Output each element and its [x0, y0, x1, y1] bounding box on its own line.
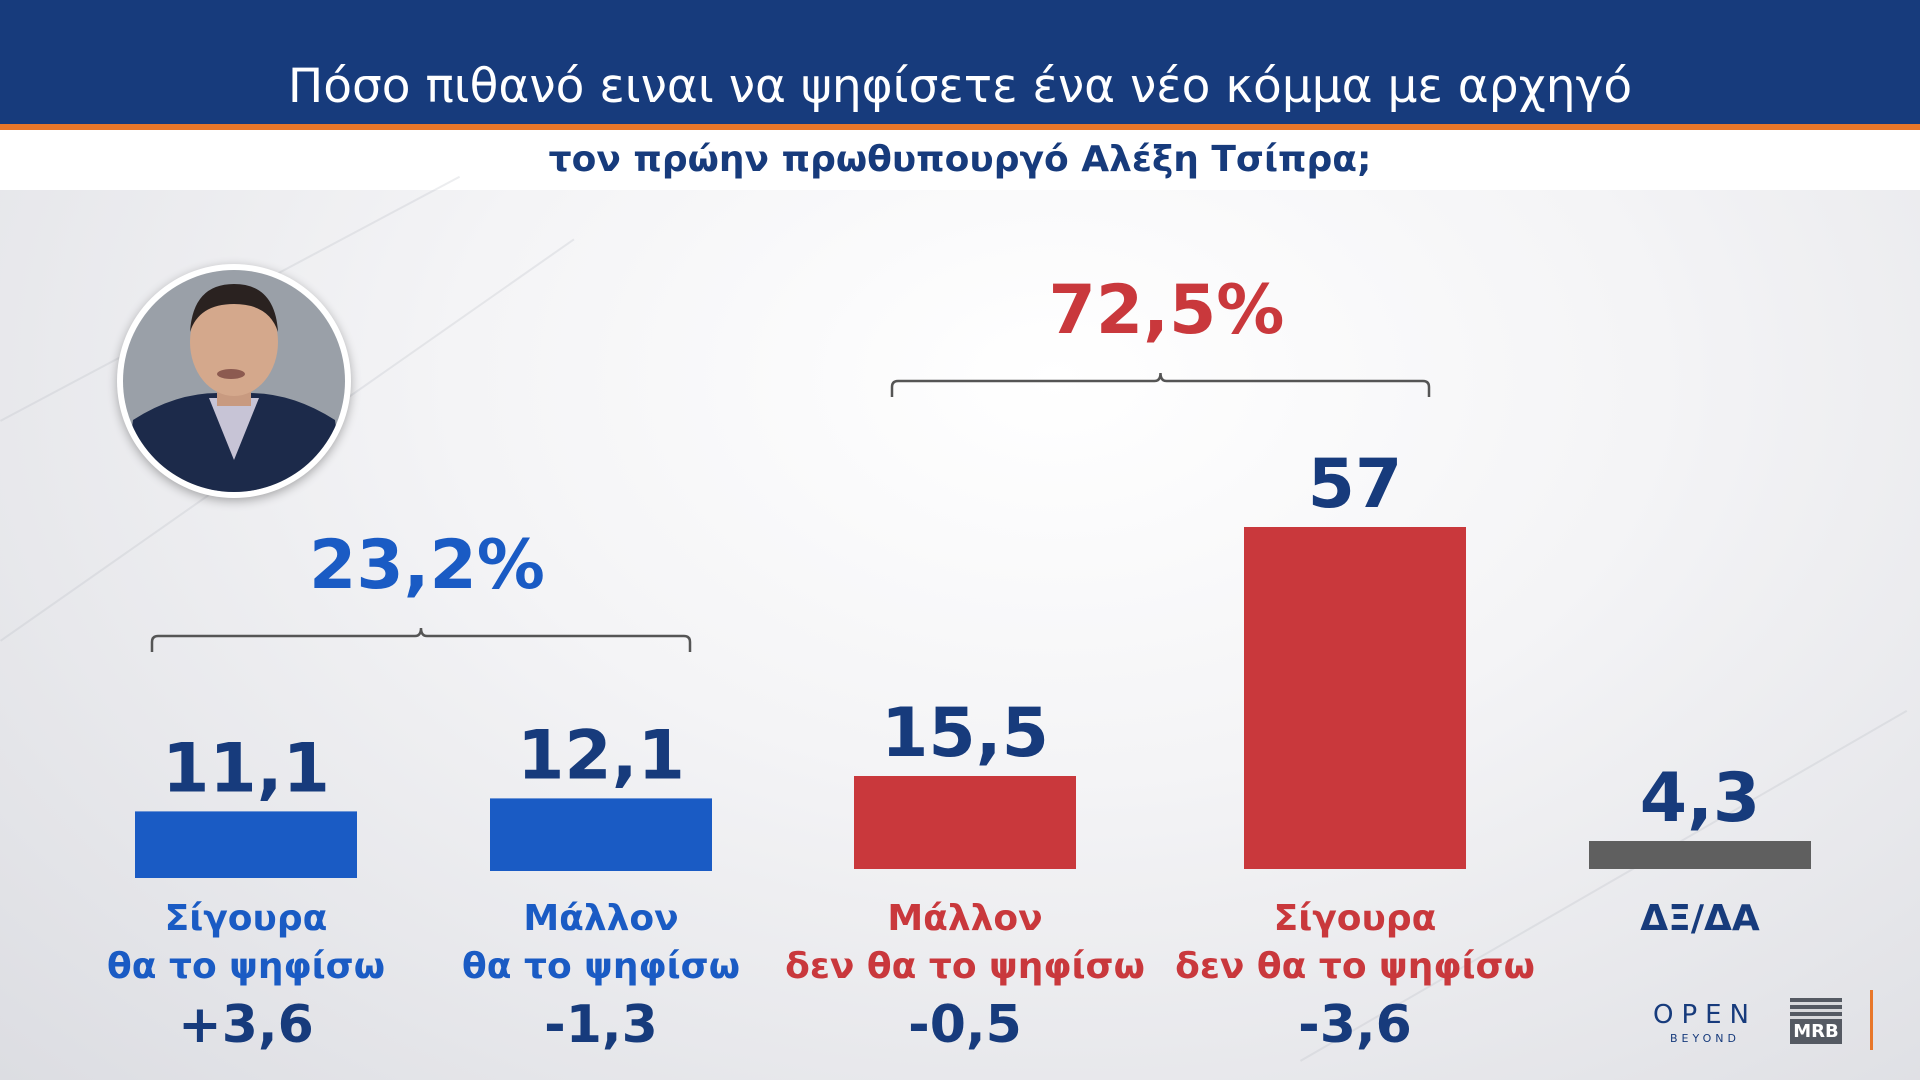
- data-label: 11,1: [162, 729, 330, 808]
- bar: [490, 798, 712, 871]
- data-label: 15,5: [881, 694, 1049, 773]
- category-label: δεν θα το ψηφίσω: [785, 946, 1145, 987]
- change-label: -3,6: [1298, 995, 1412, 1055]
- change-label: -1,3: [544, 995, 658, 1055]
- chart-title: Πόσο πιθανό ειναι να ψηφίσετε ένα νέο κό…: [287, 59, 1633, 114]
- change-label: +3,6: [178, 995, 314, 1055]
- group-bracket: [150, 627, 692, 652]
- chart-subtitle: τον πρώην πρωθυπουργό Αλέξη Τσίπρα;: [548, 139, 1372, 180]
- data-label: 4,3: [1640, 759, 1760, 838]
- title-bar: [0, 0, 1920, 130]
- group-bracket: [890, 372, 1431, 397]
- mrb-logo-text: MRB: [1793, 1021, 1839, 1042]
- category-label: Σίγουρα: [1274, 898, 1437, 939]
- change-label: -0,5: [908, 995, 1022, 1055]
- category-label: θα το ψηφίσω: [462, 946, 740, 987]
- group-total-label: 23,2%: [309, 526, 545, 605]
- open-logo-tagline: BEYOND: [1670, 1032, 1740, 1045]
- mrb-logo: MRB: [1790, 998, 1842, 1044]
- open-logo: OPEN: [1652, 1000, 1758, 1030]
- category-label: δεν θα το ψηφίσω: [1175, 946, 1535, 987]
- category-label: Μάλλον: [523, 898, 678, 939]
- subtitle-bar: [0, 130, 1920, 190]
- bar: [135, 811, 357, 878]
- data-label: 57: [1308, 445, 1403, 524]
- data-label: 12,1: [517, 716, 685, 795]
- bar: [1244, 527, 1466, 869]
- category-label: Μάλλον: [887, 898, 1042, 939]
- logo-separator: [1870, 990, 1873, 1050]
- category-label: Σίγουρα: [165, 898, 328, 939]
- bar: [1589, 841, 1811, 869]
- group-total-label: 72,5%: [1049, 271, 1285, 350]
- politician-portrait: [117, 264, 351, 498]
- category-label: θα το ψηφίσω: [107, 946, 385, 987]
- category-label: ΔΞ/ΔΑ: [1640, 898, 1760, 939]
- bar: [854, 776, 1076, 869]
